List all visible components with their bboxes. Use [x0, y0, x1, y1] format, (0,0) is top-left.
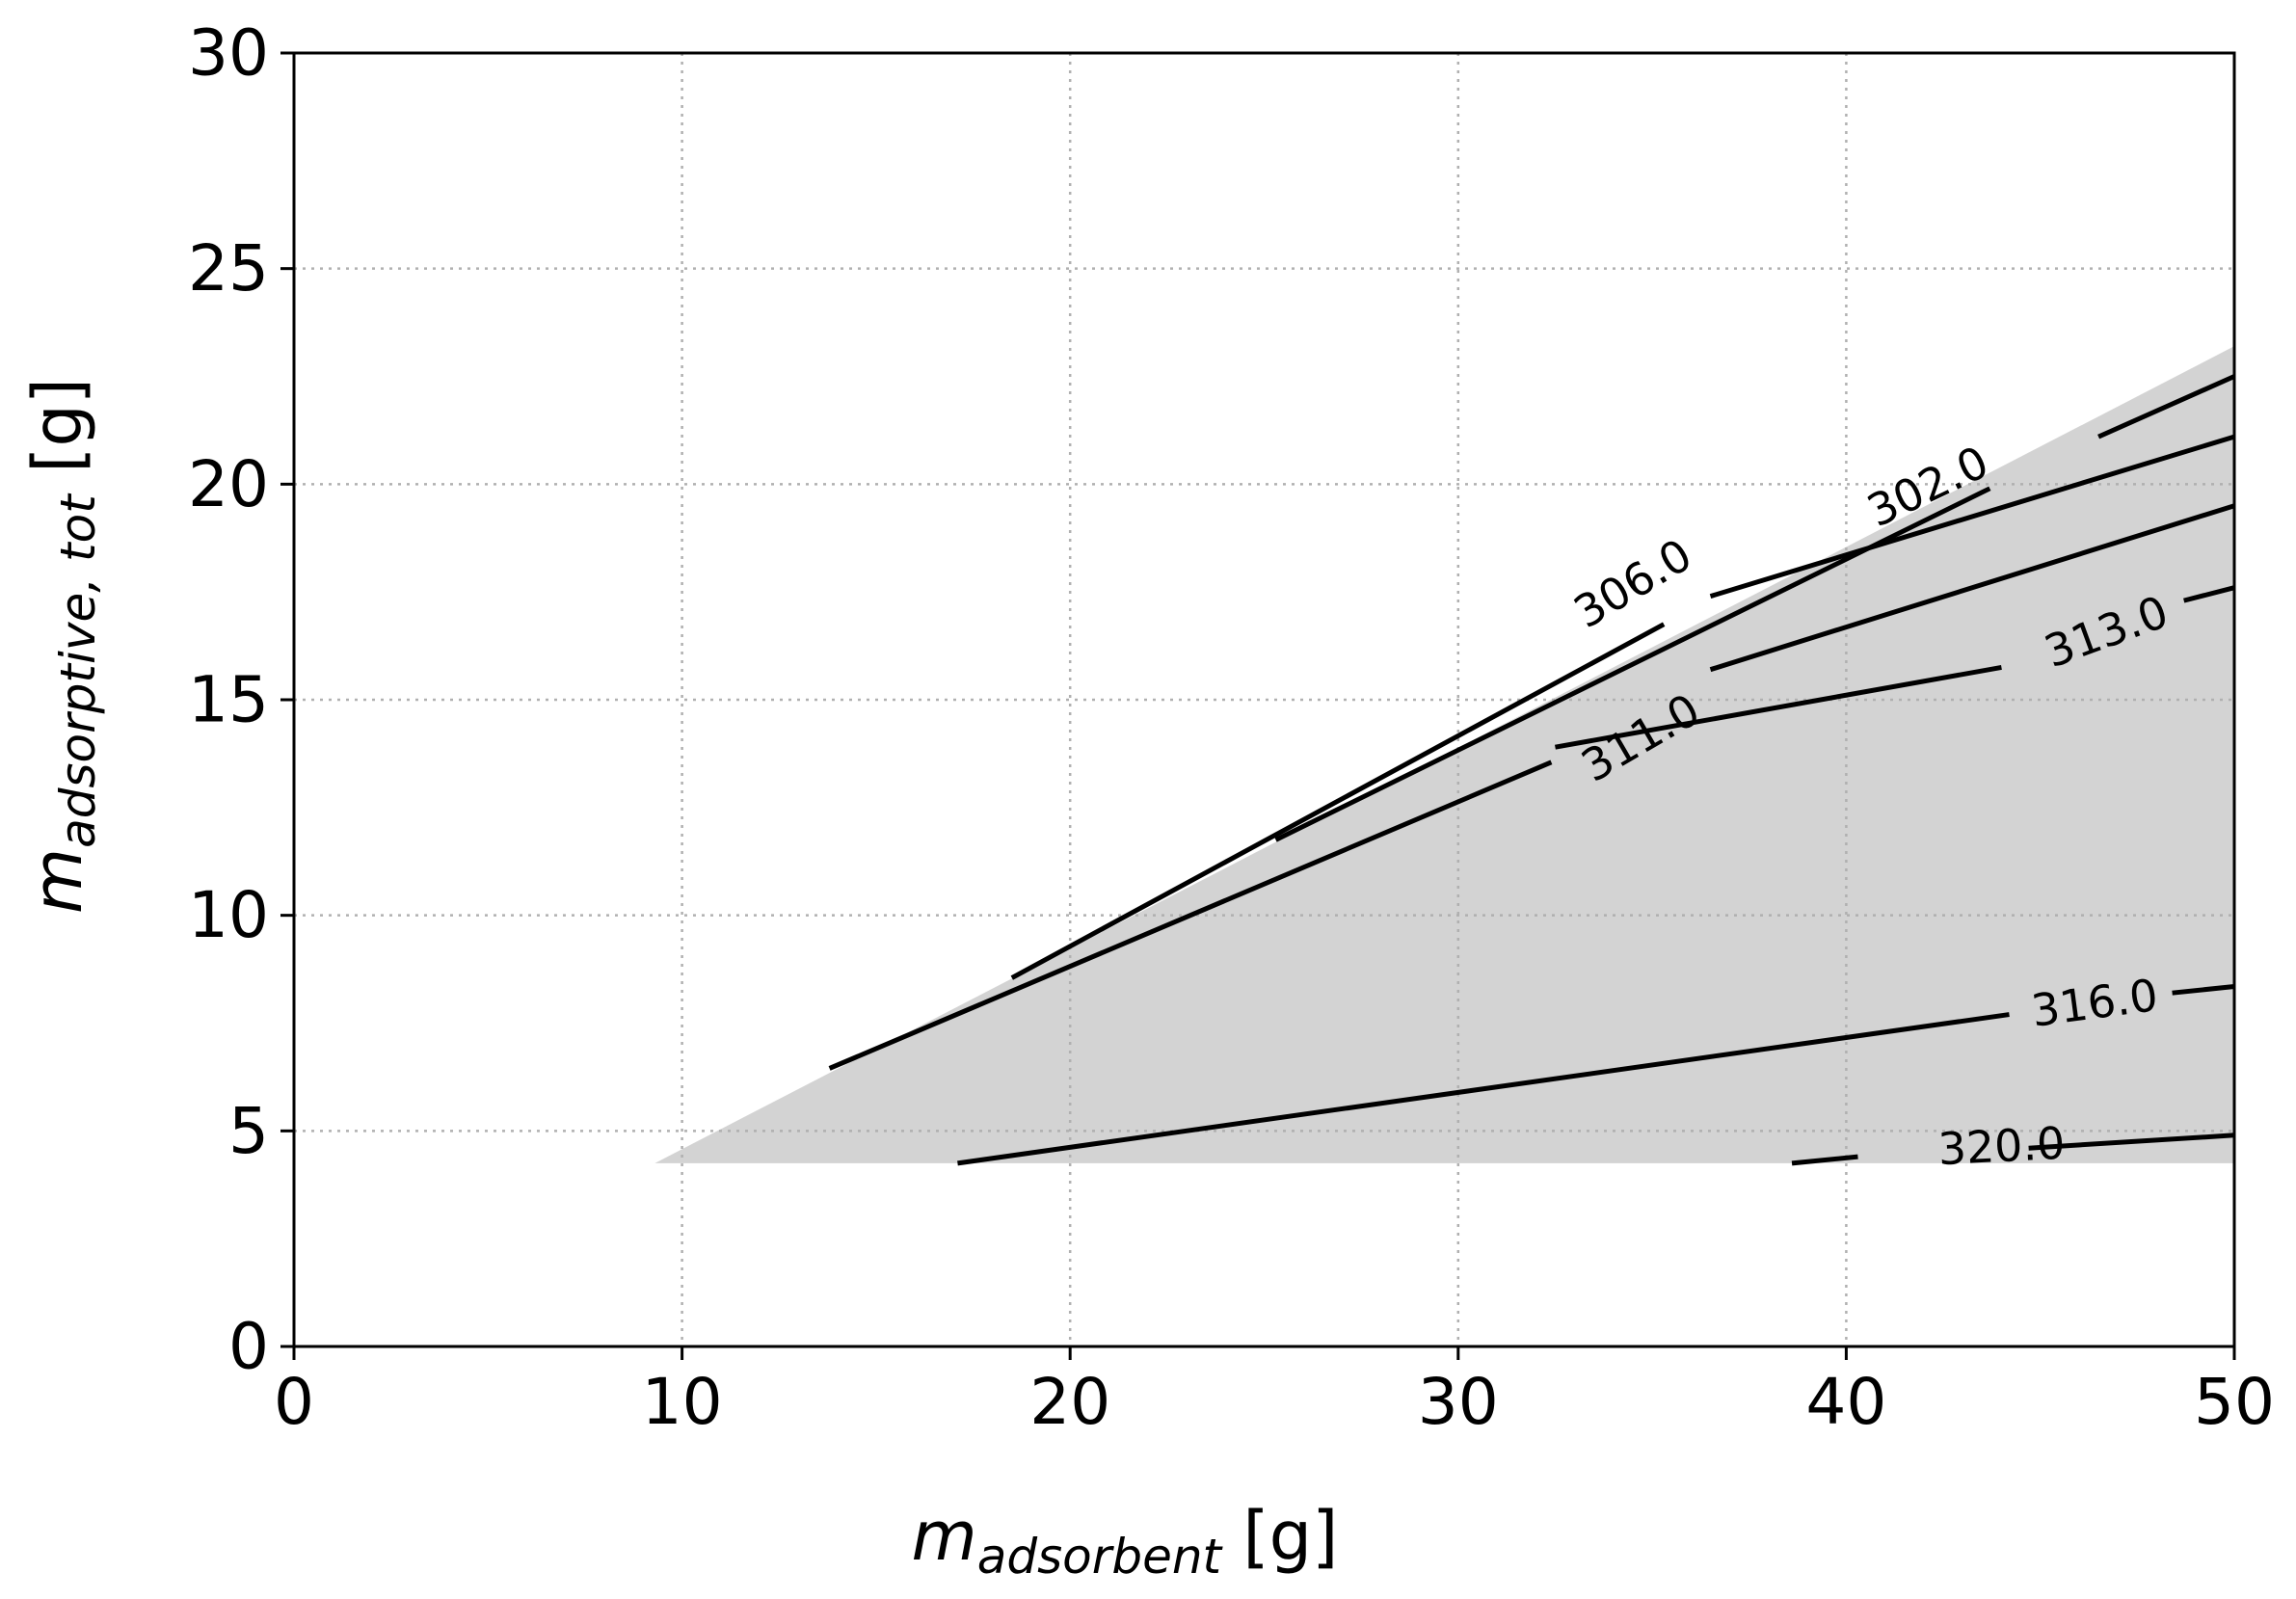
x-tick-labels: 0 10 20 30 40 50 — [274, 1365, 2275, 1439]
contour-line-311.0 — [1709, 503, 2235, 673]
contour-line-313.0 — [1555, 664, 2002, 750]
y-tick-labels: 0 5 10 15 20 25 30 — [188, 16, 269, 1384]
x-tick-label: 40 — [1805, 1365, 1886, 1439]
contour-line-306.0 — [1010, 622, 1666, 980]
y-tick-label: 15 — [188, 663, 269, 737]
x-tick-label: 50 — [2194, 1365, 2275, 1439]
y-tick-label: 30 — [188, 16, 269, 91]
contour-line-316.0 — [957, 1012, 2010, 1166]
contour-line-320.0 — [1791, 1154, 1858, 1166]
x-tick-label: 0 — [274, 1365, 314, 1439]
contour-line-320.0 — [2028, 1133, 2235, 1151]
y-tick-label: 5 — [228, 1094, 269, 1168]
contour-line-313.0 — [2183, 585, 2235, 603]
y-tick-label: 25 — [188, 231, 269, 306]
contour-label-320.0: 320.0 — [1936, 1117, 2066, 1176]
x-tick-label: 20 — [1029, 1365, 1110, 1439]
contour-label-306.0: 306.0 — [1565, 528, 1701, 638]
y-tick-label: 0 — [228, 1310, 269, 1384]
x-axis-label: madsorbent [g] — [912, 1497, 1339, 1585]
y-axis-label: madsorptive, tot [g] — [18, 378, 106, 914]
contour-line-316.0 — [2172, 983, 2235, 996]
y-tick-label: 20 — [188, 447, 269, 521]
axis-ticks — [280, 51, 2236, 1360]
contour-line-311.0 — [828, 760, 1553, 1071]
y-tick-label: 10 — [188, 878, 269, 952]
x-tick-label: 10 — [642, 1365, 723, 1439]
x-tick-label: 30 — [1418, 1365, 1499, 1439]
grid — [294, 53, 2234, 1346]
contour-line-306.0 — [1709, 434, 2235, 600]
contour-lines — [828, 374, 2236, 1166]
contour-line-302.0 — [2097, 374, 2236, 440]
